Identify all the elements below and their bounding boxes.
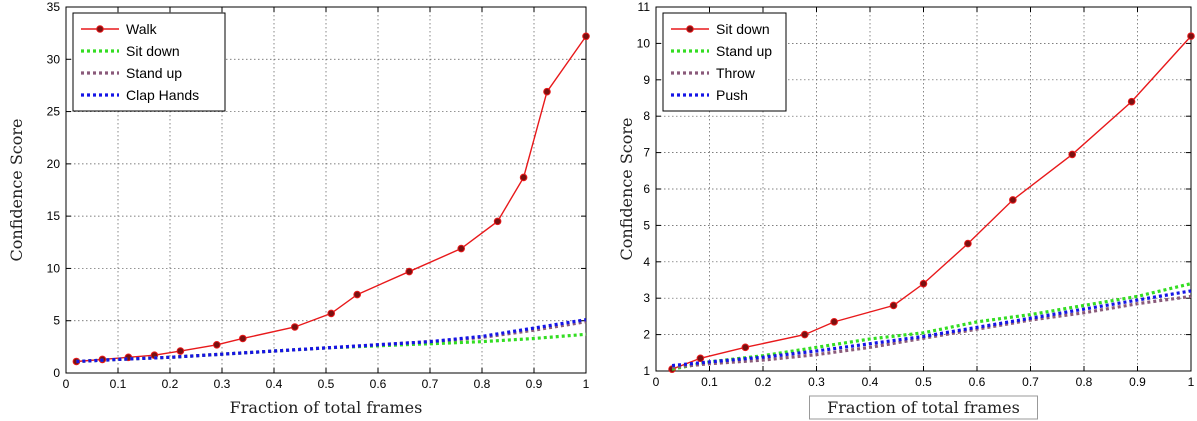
y-tick-label: 5 bbox=[643, 218, 650, 232]
legend-marker bbox=[686, 25, 694, 33]
data-point bbox=[519, 173, 528, 182]
x-tick-label: 1 bbox=[583, 377, 590, 391]
legend-label: Stand up bbox=[126, 65, 182, 81]
legend-label: Throw bbox=[716, 65, 756, 81]
x-tick-label: 0.4 bbox=[862, 375, 879, 389]
y-tick-label: 15 bbox=[47, 209, 61, 223]
legend-label: Walk bbox=[126, 21, 158, 37]
y-tick-label: 2 bbox=[643, 328, 650, 342]
y-tick-label: 30 bbox=[47, 52, 61, 66]
legend-label: Push bbox=[716, 87, 748, 103]
x-tick-label: 0.6 bbox=[969, 375, 986, 389]
y-tick-label: 0 bbox=[53, 366, 60, 380]
legend-label: Stand up bbox=[716, 43, 772, 59]
y-tick-label: 6 bbox=[643, 182, 650, 196]
data-point bbox=[291, 323, 299, 331]
legend-marker bbox=[96, 25, 104, 33]
legend-label: Clap Hands bbox=[126, 87, 199, 103]
x-tick-label: 0.2 bbox=[162, 377, 179, 391]
x-tick-label: 0.7 bbox=[1022, 375, 1039, 389]
x-tick-label: 0.5 bbox=[318, 377, 335, 391]
series-line-walk bbox=[76, 35, 587, 363]
x-axis-label-box bbox=[809, 395, 1038, 420]
x-tick-label: 0 bbox=[63, 377, 70, 391]
data-point bbox=[493, 217, 502, 226]
data-point bbox=[800, 330, 809, 339]
y-tick-label: 10 bbox=[637, 36, 651, 50]
data-point bbox=[1068, 150, 1077, 159]
y-tick-label: 4 bbox=[643, 255, 650, 269]
data-point bbox=[176, 347, 185, 355]
y-tick-label: 5 bbox=[53, 314, 60, 328]
x-tick-label: 0.9 bbox=[1129, 375, 1146, 389]
y-tick-label: 20 bbox=[47, 157, 61, 171]
data-point bbox=[582, 32, 590, 41]
data-point bbox=[741, 343, 750, 352]
x-tick-label: 0.1 bbox=[110, 377, 127, 391]
series-line-throw bbox=[671, 294, 1192, 369]
chart-1: 0 0.1 0.2 0.3 0.4 0.5 0.6 0.7 0.8 0.9 105101520253… bbox=[7, 0, 590, 417]
data-point bbox=[964, 239, 972, 248]
y-tick-label: 25 bbox=[47, 105, 61, 119]
y-axis-label: Confidence Score bbox=[617, 117, 636, 260]
y-tick-label: 3 bbox=[643, 291, 650, 305]
y-tick-label: 8 bbox=[643, 109, 650, 123]
series-line-sit-down bbox=[671, 35, 1192, 370]
y-tick-label: 7 bbox=[643, 146, 650, 160]
legend-label: Sit down bbox=[716, 21, 770, 37]
x-tick-label: 0.9 bbox=[526, 377, 543, 391]
data-point bbox=[239, 334, 247, 343]
x-tick-label: 0.8 bbox=[474, 377, 491, 391]
x-tick-label: 1 bbox=[1188, 375, 1195, 389]
data-point bbox=[353, 290, 362, 299]
x-tick-label: 0 bbox=[653, 375, 660, 389]
x-tick-label: 0.3 bbox=[808, 375, 825, 389]
data-point bbox=[696, 354, 705, 363]
data-point bbox=[1187, 32, 1195, 40]
data-point bbox=[1127, 97, 1136, 106]
data-point bbox=[405, 267, 414, 276]
x-tick-label: 0.6 bbox=[370, 377, 387, 391]
x-tick-label: 0.4 bbox=[266, 377, 283, 391]
x-tick-label: 0.1 bbox=[701, 375, 718, 389]
x-tick-label: 0.8 bbox=[1076, 375, 1093, 389]
data-point bbox=[213, 340, 221, 349]
data-point bbox=[543, 87, 551, 96]
y-axis-label: Confidence Score bbox=[7, 118, 26, 261]
chart-2: 0 0.1 0.2 0.3 0.4 0.5 0.6 0.7 0.8 0.9 112345678910… bbox=[617, 0, 1195, 420]
x-tick-label: 0.7 bbox=[422, 377, 439, 391]
x-tick-label: 0.3 bbox=[214, 377, 231, 391]
x-axis-label: Fraction of total frames bbox=[827, 398, 1020, 417]
series-line-push bbox=[671, 289, 1192, 368]
y-tick-label: 10 bbox=[47, 261, 61, 275]
y-tick-label: 35 bbox=[47, 0, 61, 14]
y-tick-label: 11 bbox=[638, 0, 651, 14]
legend-label: Sit down bbox=[126, 43, 180, 59]
data-point bbox=[457, 244, 466, 253]
data-point bbox=[830, 318, 838, 326]
x-tick-label: 0.5 bbox=[915, 375, 932, 389]
data-point bbox=[889, 301, 898, 310]
data-point bbox=[1009, 196, 1017, 204]
data-point bbox=[919, 279, 928, 288]
x-axis-label: Fraction of total frames bbox=[230, 398, 423, 417]
data-point bbox=[327, 309, 336, 318]
y-tick-label: 1 bbox=[643, 364, 650, 378]
y-tick-label: 9 bbox=[643, 73, 650, 87]
x-tick-label: 0.2 bbox=[755, 375, 772, 389]
